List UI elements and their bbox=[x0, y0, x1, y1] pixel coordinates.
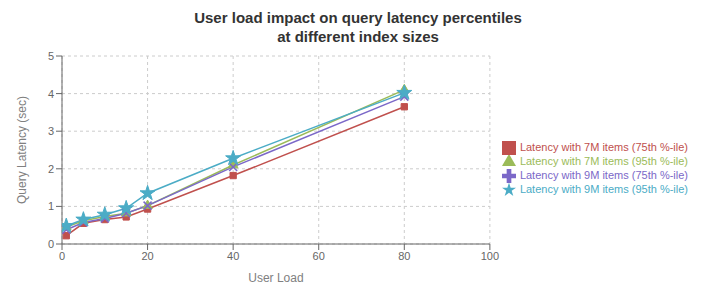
svg-text:3: 3 bbox=[48, 125, 54, 137]
svg-text:1: 1 bbox=[48, 200, 54, 212]
html-text:at different index sizes: at different index sizes bbox=[277, 28, 439, 45]
svg-text:User Load: User Load bbox=[248, 271, 303, 285]
svg-text:40: 40 bbox=[227, 250, 239, 262]
svg-text:100: 100 bbox=[481, 250, 499, 262]
svg-text:0: 0 bbox=[59, 250, 65, 262]
html-text:Latency with 7M items (95th %-: Latency with 7M items (95th %-ile) bbox=[519, 154, 688, 167]
svg-text:4: 4 bbox=[48, 88, 54, 100]
html-text:User load impact on query late: User load impact on query latency percen… bbox=[194, 9, 522, 26]
svg-text:20: 20 bbox=[141, 250, 153, 262]
svg-text:0: 0 bbox=[48, 238, 54, 250]
svg-text:5: 5 bbox=[48, 50, 54, 62]
svg-text:80: 80 bbox=[398, 250, 410, 262]
svg-text:60: 60 bbox=[313, 250, 325, 262]
html-text:Latency with 7M items (75th %-: Latency with 7M items (75th %-ile) bbox=[519, 140, 688, 153]
svg-text:2: 2 bbox=[48, 163, 54, 175]
svg-text:Query Latency (sec): Query Latency (sec) bbox=[15, 96, 29, 204]
html-text:Latency with 9M items (75th %-: Latency with 9M items (75th %-ile) bbox=[519, 169, 688, 181]
html-text:Latency with 9M items (95th %-: Latency with 9M items (95th %-ile) bbox=[519, 183, 688, 196]
